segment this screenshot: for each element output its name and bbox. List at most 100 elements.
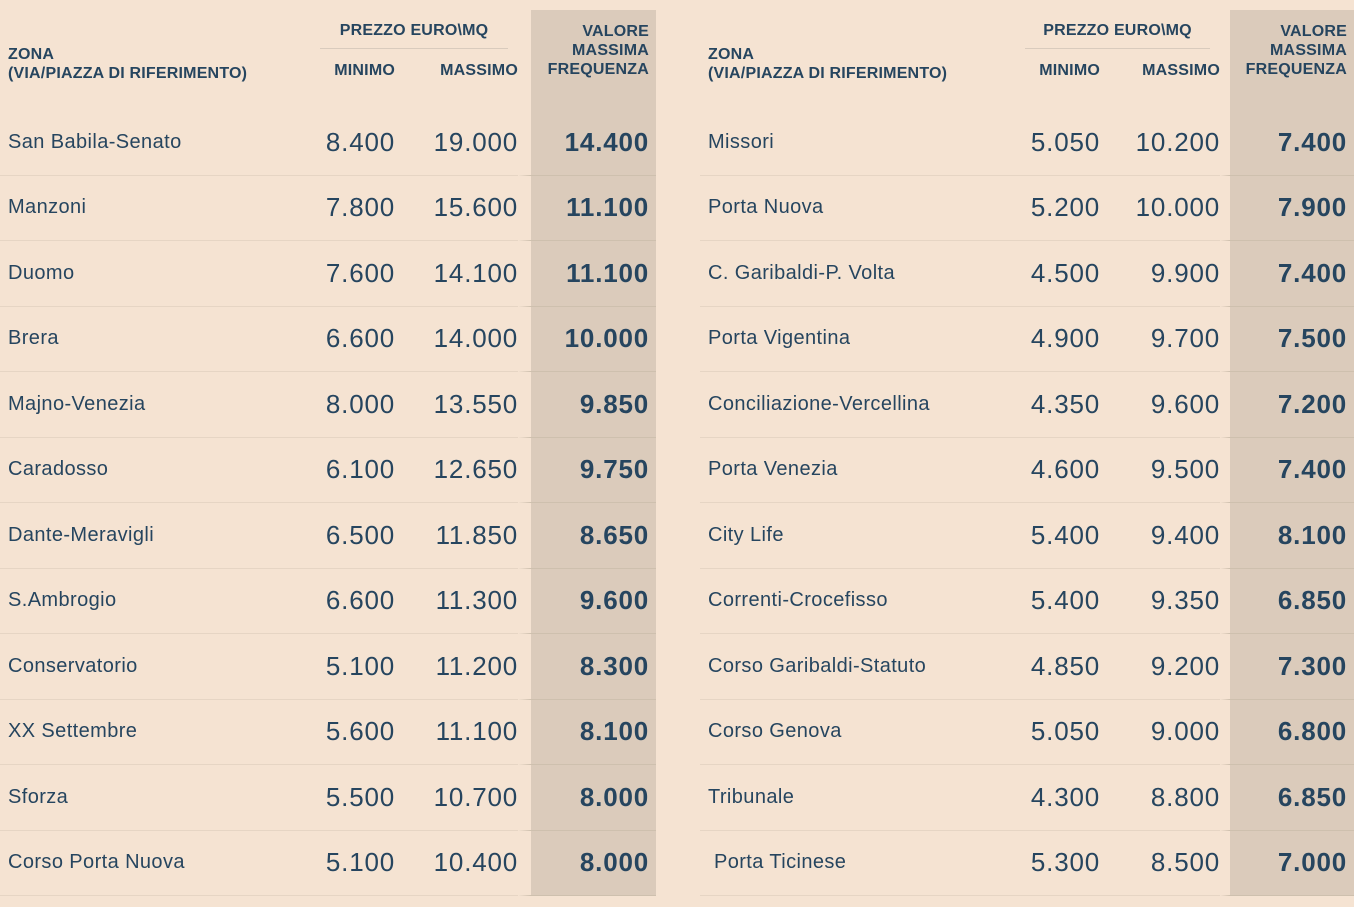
min-price-cell: 5.050: [988, 110, 1100, 176]
min-price-cell: 6.500: [283, 503, 395, 569]
min-max-headers: MINIMO MASSIMO: [283, 62, 518, 79]
freq-value-cell: 14.400: [518, 110, 656, 176]
max-price-cell: 14.100: [395, 241, 518, 307]
freq-value-cell: 9.850: [518, 372, 656, 438]
freq-value-cell: 7.200: [1220, 372, 1354, 438]
freq-value-cell: 8.100: [518, 699, 656, 765]
table-row: Conciliazione-Vercellina 4.350 9.600 7.200: [700, 372, 1354, 438]
max-price-cell: 13.550: [395, 372, 518, 438]
max-price-cell: 9.500: [1100, 438, 1220, 503]
header-rule: [320, 48, 508, 49]
freq-value-cell: 8.650: [518, 503, 656, 569]
max-price-cell: 10.000: [1100, 176, 1220, 241]
table-row: Porta Ticinese 5.300 8.500 7.000: [700, 830, 1354, 896]
table-row: Corso Garibaldi-Statuto 4.850 9.200 7.300: [700, 634, 1354, 700]
table-row: Sforza 5.500 10.700 8.000: [0, 765, 656, 831]
zone-cell: Conservatorio: [0, 634, 283, 700]
freq-value-cell: 7.400: [1220, 437, 1354, 503]
zone-cell: Porta Nuova: [700, 176, 988, 241]
zone-cell: City Life: [700, 503, 988, 569]
zone-cell: Brera: [0, 307, 283, 372]
min-price-cell: 6.100: [283, 438, 395, 503]
max-price-cell: 11.100: [395, 700, 518, 765]
table-row: Missori 5.050 10.200 7.400: [700, 110, 1354, 176]
zone-cell: Porta Vigentina: [700, 307, 988, 372]
table-row: Porta Nuova 5.200 10.000 7.900: [700, 175, 1354, 241]
table-header: ZONA (VIA/PIAZZA DI RIFERIMENTO) PREZZO …: [700, 0, 1354, 110]
min-price-cell: 4.600: [988, 438, 1100, 503]
zone-column-header: ZONA (VIA/PIAZZA DI RIFERIMENTO): [700, 0, 988, 110]
table-row: Porta Vigentina 4.900 9.700 7.500: [700, 306, 1354, 372]
freq-value-cell: 8.000: [518, 765, 656, 831]
table-row: C. Garibaldi-P. Volta 4.500 9.900 7.400: [700, 241, 1354, 307]
freq-value-cell: 6.850: [1220, 765, 1354, 831]
max-price-cell: 9.600: [1100, 372, 1220, 438]
max-price-cell: 11.200: [395, 634, 518, 700]
min-price-cell: 5.300: [988, 831, 1100, 896]
max-price-cell: 19.000: [395, 110, 518, 176]
max-column-header: MASSIMO: [1142, 62, 1220, 79]
zone-cell: Majno-Venezia: [0, 372, 283, 438]
freq-value-cell: 10.000: [518, 306, 656, 372]
zone-header-line2: (VIA/PIAZZA DI RIFERIMENTO): [708, 65, 948, 82]
freq-header-line2: MASSIMA: [572, 42, 649, 59]
table-row: Conservatorio 5.100 11.200 8.300: [0, 634, 656, 700]
freq-value-cell: 7.900: [1220, 175, 1354, 241]
table-row: Manzoni 7.800 15.600 11.100: [0, 175, 656, 241]
table-row: Correnti-Crocefisso 5.400 9.350 6.850: [700, 568, 1354, 634]
zone-header-line2: (VIA/PIAZZA DI RIFERIMENTO): [8, 65, 248, 82]
header-rule: [1025, 48, 1210, 49]
zone-cell: Tribunale: [700, 765, 988, 831]
zone-cell: Corso Garibaldi-Statuto: [700, 634, 988, 700]
zone-header-line1: ZONA: [708, 46, 755, 63]
freq-value-cell: 6.800: [1220, 699, 1354, 765]
freq-value-cell: 7.400: [1220, 110, 1354, 176]
zone-cell: Correnti-Crocefisso: [700, 569, 988, 634]
table-row: XX Settembre 5.600 11.100 8.100: [0, 699, 656, 765]
table-row: Majno-Venezia 8.000 13.550 9.850: [0, 372, 656, 438]
max-price-cell: 10.400: [395, 831, 518, 896]
min-price-cell: 5.100: [283, 634, 395, 700]
min-price-cell: 4.300: [988, 765, 1100, 831]
min-price-cell: 6.600: [283, 307, 395, 372]
zone-cell: San Babila-Senato: [0, 110, 283, 176]
max-price-cell: 9.900: [1100, 241, 1220, 307]
table-row: Duomo 7.600 14.100 11.100: [0, 241, 656, 307]
price-table: ZONA (VIA/PIAZZA DI RIFERIMENTO) PREZZO …: [0, 0, 656, 896]
table-row: Corso Genova 5.050 9.000 6.800: [700, 699, 1354, 765]
zone-column-header: ZONA (VIA/PIAZZA DI RIFERIMENTO): [0, 0, 283, 110]
min-price-cell: 5.600: [283, 700, 395, 765]
freq-value-cell: 8.300: [518, 634, 656, 700]
min-price-cell: 7.600: [283, 241, 395, 307]
min-column-header: MINIMO: [1039, 62, 1100, 79]
max-column-header: MASSIMO: [440, 62, 518, 79]
min-price-cell: 7.800: [283, 176, 395, 241]
max-price-cell: 10.200: [1100, 110, 1220, 176]
zone-cell: Manzoni: [0, 176, 283, 241]
min-price-cell: 5.050: [988, 700, 1100, 765]
freq-column-header: VALORE MASSIMA FREQUENZA: [518, 10, 656, 110]
table-row: San Babila-Senato 8.400 19.000 14.400: [0, 110, 656, 176]
min-max-headers: MINIMO MASSIMO: [988, 62, 1220, 79]
zone-cell: Conciliazione-Vercellina: [700, 372, 988, 438]
freq-header-line1: VALORE: [582, 23, 649, 40]
max-price-cell: 15.600: [395, 176, 518, 241]
min-price-cell: 4.850: [988, 634, 1100, 700]
freq-value-cell: 8.100: [1220, 503, 1354, 569]
freq-value-cell: 9.600: [518, 568, 656, 634]
zone-cell: C. Garibaldi-P. Volta: [700, 241, 988, 307]
min-price-cell: 5.400: [988, 503, 1100, 569]
freq-value-cell: 7.400: [1220, 241, 1354, 307]
max-price-cell: 9.350: [1100, 569, 1220, 634]
zone-cell: Corso Porta Nuova: [0, 831, 283, 896]
min-column-header: MINIMO: [334, 62, 395, 79]
min-price-cell: 5.400: [988, 569, 1100, 634]
table-row: Caradosso 6.100 12.650 9.750: [0, 437, 656, 503]
min-price-cell: 8.000: [283, 372, 395, 438]
table-body: Missori 5.050 10.200 7.400 Porta Nuova 5.200 1…: [700, 110, 1354, 896]
table-row: Dante-Meravigli 6.500 11.850 8.650: [0, 503, 656, 569]
zone-cell: Porta Venezia: [700, 438, 988, 503]
max-price-cell: 11.300: [395, 569, 518, 634]
zone-cell: Missori: [700, 110, 988, 176]
